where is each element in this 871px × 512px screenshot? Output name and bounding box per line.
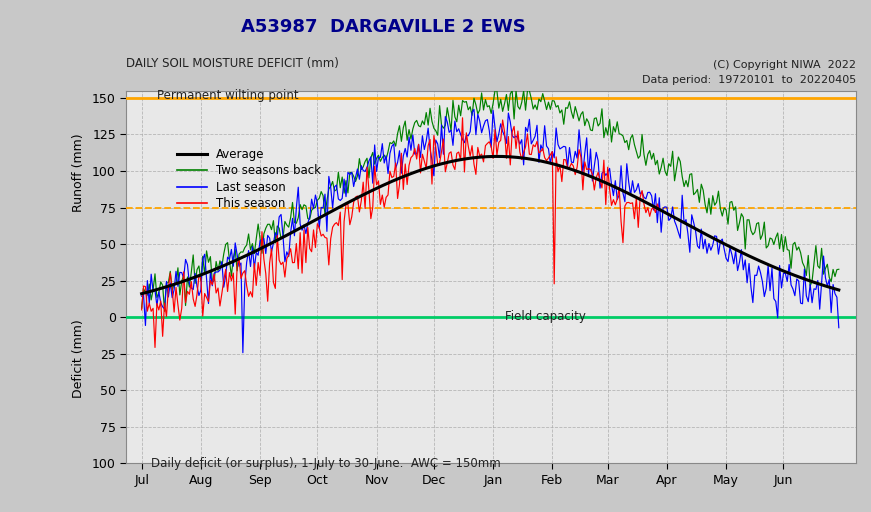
Text: Data period:  19720101  to  20220405: Data period: 19720101 to 20220405 xyxy=(642,75,856,85)
Text: (C) Copyright NIWA  2022: (C) Copyright NIWA 2022 xyxy=(713,60,856,70)
Text: Permanent wilting point: Permanent wilting point xyxy=(157,89,299,102)
Text: Runoff (mm): Runoff (mm) xyxy=(72,133,85,212)
Text: A53987  DARGAVILLE 2 EWS: A53987 DARGAVILLE 2 EWS xyxy=(241,18,525,36)
Text: DAILY SOIL MOISTURE DEFICIT (mm): DAILY SOIL MOISTURE DEFICIT (mm) xyxy=(126,57,339,70)
Text: Deficit (mm): Deficit (mm) xyxy=(72,319,85,398)
Legend: Average, Two seasons back, Last season, This season: Average, Two seasons back, Last season, … xyxy=(172,143,326,215)
Text: Daily deficit (or surplus), 1-July to 30-June.  AWC = 150mm: Daily deficit (or surplus), 1-July to 30… xyxy=(152,458,501,471)
Text: Field capacity: Field capacity xyxy=(504,310,585,323)
